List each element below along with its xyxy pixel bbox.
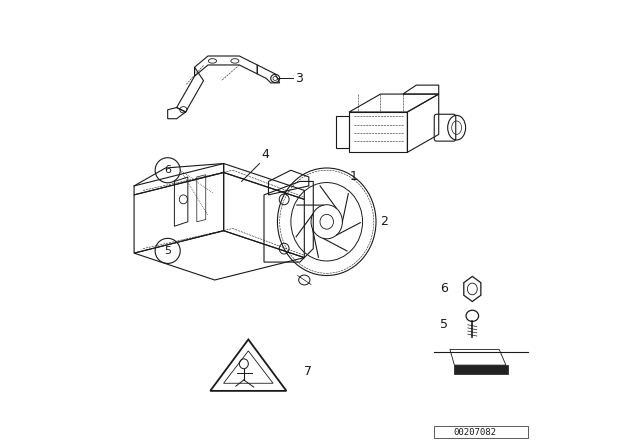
Text: 00207082: 00207082: [453, 428, 496, 437]
Polygon shape: [454, 365, 508, 374]
Text: 7: 7: [305, 365, 312, 379]
Text: 6: 6: [164, 165, 171, 175]
Text: 6: 6: [440, 282, 448, 296]
Text: 5: 5: [164, 246, 171, 256]
Text: 5: 5: [440, 318, 448, 332]
Text: 4: 4: [262, 148, 269, 161]
Text: 3: 3: [296, 72, 303, 85]
Bar: [435, 426, 528, 438]
Text: 2: 2: [380, 215, 388, 228]
Text: 1: 1: [349, 170, 358, 184]
